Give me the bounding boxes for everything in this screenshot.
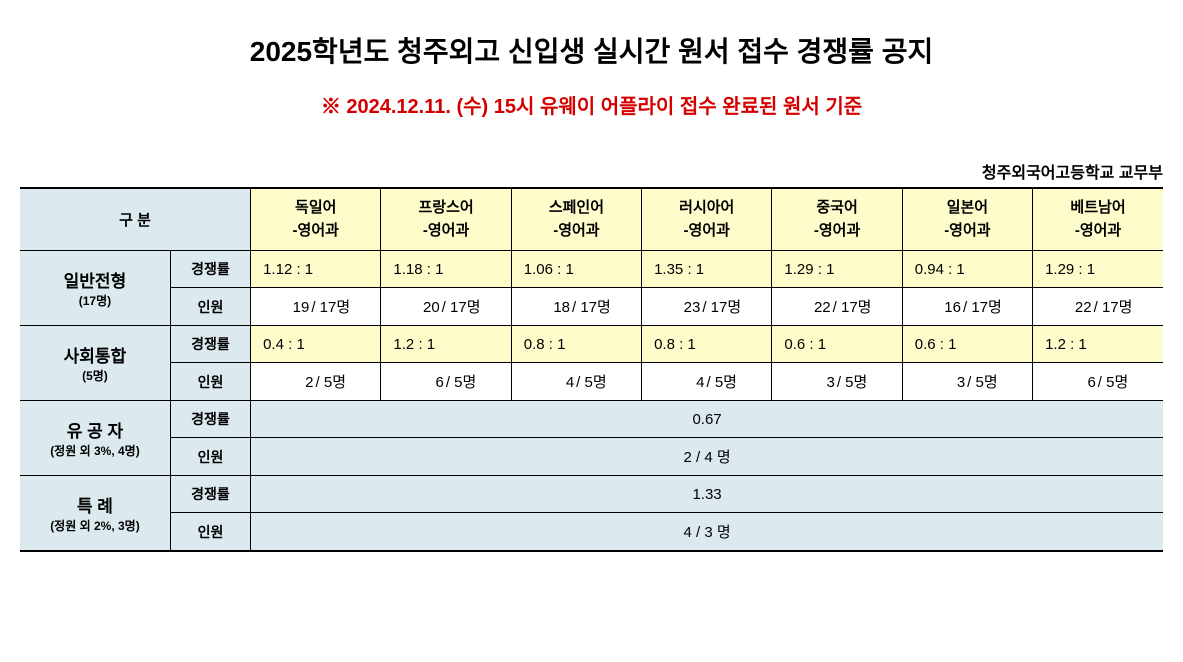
merged-count-cell: 2 / 4 명	[251, 438, 1163, 476]
header-row: 구 분 독일어 -영어과 프랑스어 -영어과 스페인어 -영어과 러시아어 -영…	[20, 188, 1163, 251]
table-row: 인원4 / 3 명	[20, 513, 1163, 552]
merged-ratio-cell: 0.67	[251, 401, 1163, 438]
table-row: 인원2 / 4 명	[20, 438, 1163, 476]
count-cell: 19 / 17명	[251, 288, 381, 326]
org-label: 청주외국어고등학교 교무부	[20, 159, 1163, 183]
ratio-cell: 1.18 : 1	[381, 251, 511, 288]
page-subtitle: ※ 2024.12.11. (수) 15시 유웨이 어플라이 접수 완료된 원서…	[20, 90, 1163, 119]
dept-l2: -영어과	[553, 222, 599, 239]
count-cell: 23 / 17명	[642, 288, 772, 326]
category-cell: 사회통합(5명)	[20, 326, 170, 401]
count-cell: 3 / 5명	[902, 363, 1032, 401]
ratio-cell: 0.8 : 1	[642, 326, 772, 363]
header-dept-5: 일본어 -영어과	[902, 188, 1032, 251]
count-cell: 4 / 5명	[511, 363, 641, 401]
table-row: 사회통합(5명)경쟁률0.4 : 11.2 : 10.8 : 10.8 : 10…	[20, 326, 1163, 363]
page-title: 2025학년도 청주외고 신입생 실시간 원서 접수 경쟁률 공지	[20, 30, 1163, 70]
count-cell: 22 / 17명	[772, 288, 902, 326]
ratio-cell: 0.6 : 1	[772, 326, 902, 363]
dept-l2: -영어과	[684, 222, 730, 239]
count-cell: 6 / 5명	[381, 363, 511, 401]
count-cell: 22 / 17명	[1033, 288, 1163, 326]
header-dept-3: 러시아어 -영어과	[642, 188, 772, 251]
ratio-cell: 0.4 : 1	[251, 326, 381, 363]
dept-l1: 일본어	[947, 199, 988, 216]
ratio-cell: 1.06 : 1	[511, 251, 641, 288]
dept-l2: -영어과	[423, 222, 469, 239]
dept-l2: -영어과	[814, 222, 860, 239]
category-cell: 유 공 자(정원 외 3%, 4명)	[20, 401, 170, 476]
header-dept-6: 베트남어 -영어과	[1033, 188, 1163, 251]
competition-table: 구 분 독일어 -영어과 프랑스어 -영어과 스페인어 -영어과 러시아어 -영…	[20, 187, 1163, 552]
ratio-cell: 0.94 : 1	[902, 251, 1032, 288]
dept-l2: -영어과	[293, 222, 339, 239]
dept-l1: 베트남어	[1070, 199, 1125, 216]
row-sublabel-count: 인원	[170, 363, 250, 401]
dept-l1: 프랑스어	[418, 199, 473, 216]
dept-l1: 스페인어	[549, 199, 604, 216]
table-row: 일반전형(17명)경쟁률1.12 : 11.18 : 11.06 : 11.35…	[20, 251, 1163, 288]
ratio-cell: 1.29 : 1	[772, 251, 902, 288]
row-sublabel-count: 인원	[170, 288, 250, 326]
row-sublabel-ratio: 경쟁률	[170, 401, 250, 438]
count-cell: 20 / 17명	[381, 288, 511, 326]
count-cell: 16 / 17명	[902, 288, 1032, 326]
count-cell: 6 / 5명	[1033, 363, 1163, 401]
category-cell: 특 례(정원 외 2%, 3명)	[20, 476, 170, 552]
count-cell: 3 / 5명	[772, 363, 902, 401]
header-dept-1: 프랑스어 -영어과	[381, 188, 511, 251]
row-sublabel-ratio: 경쟁률	[170, 326, 250, 363]
row-sublabel-ratio: 경쟁률	[170, 476, 250, 513]
header-dept-0: 독일어 -영어과	[251, 188, 381, 251]
ratio-cell: 1.29 : 1	[1033, 251, 1163, 288]
header-category: 구 분	[20, 188, 251, 251]
table-row: 특 례(정원 외 2%, 3명)경쟁률1.33	[20, 476, 1163, 513]
table-row: 인원2 / 5명6 / 5명4 / 5명4 / 5명3 / 5명3 / 5명6 …	[20, 363, 1163, 401]
ratio-cell: 1.2 : 1	[1033, 326, 1163, 363]
count-cell: 18 / 17명	[511, 288, 641, 326]
table-row: 유 공 자(정원 외 3%, 4명)경쟁률0.67	[20, 401, 1163, 438]
ratio-cell: 0.6 : 1	[902, 326, 1032, 363]
category-cell: 일반전형(17명)	[20, 251, 170, 326]
page-container: 2025학년도 청주외고 신입생 실시간 원서 접수 경쟁률 공지 ※ 2024…	[20, 30, 1163, 552]
row-sublabel-count: 인원	[170, 513, 250, 552]
merged-ratio-cell: 1.33	[251, 476, 1163, 513]
dept-l1: 중국어	[816, 199, 857, 216]
row-sublabel-count: 인원	[170, 438, 250, 476]
merged-count-cell: 4 / 3 명	[251, 513, 1163, 552]
row-sublabel-ratio: 경쟁률	[170, 251, 250, 288]
header-dept-4: 중국어 -영어과	[772, 188, 902, 251]
dept-l2: -영어과	[944, 222, 990, 239]
ratio-cell: 1.35 : 1	[642, 251, 772, 288]
count-cell: 2 / 5명	[251, 363, 381, 401]
header-dept-2: 스페인어 -영어과	[511, 188, 641, 251]
ratio-cell: 0.8 : 1	[511, 326, 641, 363]
table-body: 일반전형(17명)경쟁률1.12 : 11.18 : 11.06 : 11.35…	[20, 251, 1163, 552]
ratio-cell: 1.2 : 1	[381, 326, 511, 363]
count-cell: 4 / 5명	[642, 363, 772, 401]
dept-l1: 독일어	[295, 199, 336, 216]
dept-l1: 러시아어	[679, 199, 734, 216]
dept-l2: -영어과	[1075, 222, 1121, 239]
table-row: 인원19 / 17명20 / 17명18 / 17명23 / 17명22 / 1…	[20, 288, 1163, 326]
ratio-cell: 1.12 : 1	[251, 251, 381, 288]
